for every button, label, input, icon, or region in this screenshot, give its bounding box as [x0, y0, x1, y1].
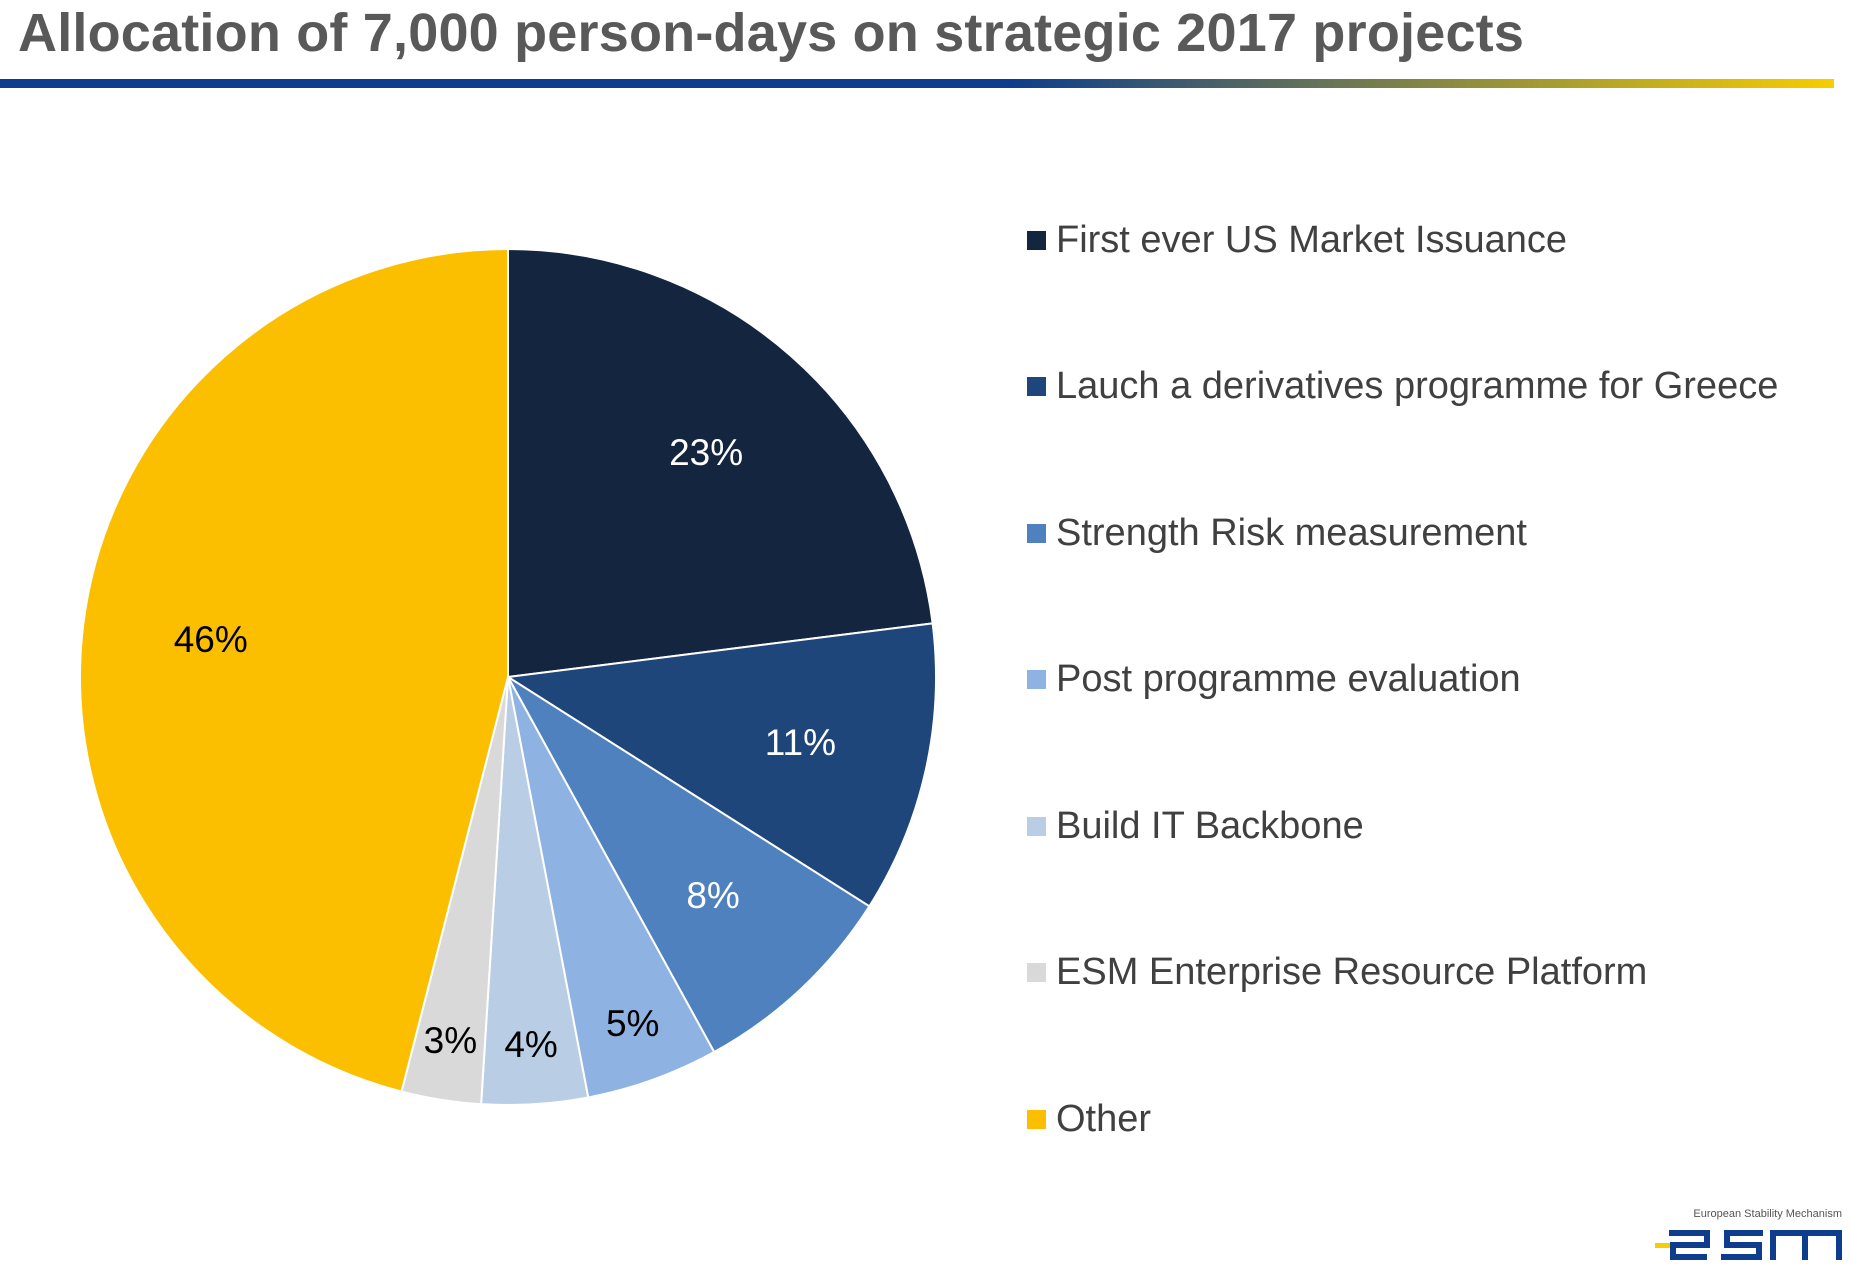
pie-value-label-1: 11%	[765, 722, 836, 763]
legend-label: Build IT Backbone	[1056, 804, 1364, 847]
legend-swatch	[1027, 816, 1046, 836]
legend-swatch	[1027, 230, 1046, 250]
legend-swatch	[1027, 670, 1046, 689]
legend-swatch	[1027, 963, 1046, 982]
esm-logo: European Stability Mechanism	[1655, 1208, 1845, 1270]
pie-slice-1	[505, 622, 937, 908]
legend-item: Other	[1027, 1096, 1151, 1142]
logo-caption: European Stability Mechanism	[1693, 1208, 1842, 1220]
legend-label: Post programme evaluation	[1056, 658, 1521, 700]
legend-label: Lauch a derivatives programme for Greece	[1056, 365, 1779, 407]
legend-item: Lauch a derivatives programme for Greece	[1027, 364, 1778, 410]
legend-label: Strength Risk measurement	[1056, 511, 1527, 554]
title-underline	[0, 79, 1834, 88]
pie-value-label-6: 46%	[174, 619, 248, 660]
pie-value-label-2: 8%	[686, 875, 739, 916]
pie-value-label-0: 23%	[669, 432, 743, 473]
pie-slice-2	[507, 676, 871, 1054]
pie-value-label-4: 4%	[504, 1024, 557, 1065]
legend-swatch	[1027, 377, 1046, 396]
legend-swatch	[1027, 1109, 1046, 1129]
pie-slice-6	[79, 247, 509, 1093]
legend-label: Other	[1056, 1097, 1152, 1140]
pie-value-label-5: 3%	[424, 1020, 477, 1061]
legend-item: First ever US Market Issuance	[1027, 217, 1567, 263]
legend-label: First ever US Market Issuance	[1056, 218, 1568, 261]
legend-label: ESM Enterprise Resource Platform	[1056, 951, 1648, 993]
pie-slices	[79, 247, 937, 1106]
chart-title: Allocation of 7,000 person-days on strat…	[18, 3, 1525, 63]
esm-logo-mark	[1655, 1230, 1842, 1260]
pie-value-label-3: 5%	[606, 1003, 659, 1044]
legend-item: ESM Enterprise Resource Platform	[1027, 950, 1647, 996]
legend-item: Post programme evaluation	[1027, 657, 1521, 703]
legend-item: Build IT Backbone	[1027, 803, 1364, 849]
legend-item: Strength Risk measurement	[1027, 510, 1527, 556]
pie-value-labels: 23% 11% 8% 5% 4% 3% 46%	[174, 432, 836, 1065]
pie-slice-0	[507, 247, 934, 679]
legend-swatch	[1027, 523, 1046, 543]
